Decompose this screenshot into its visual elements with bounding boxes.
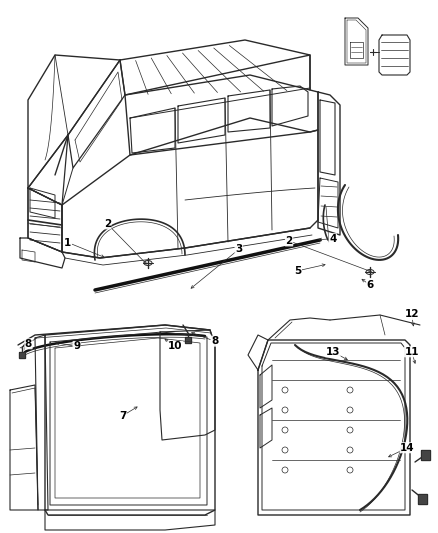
Text: 6: 6 [367,280,374,290]
Text: 13: 13 [325,347,340,357]
Text: 8: 8 [211,336,218,346]
Text: 14: 14 [400,443,415,453]
Polygon shape [19,352,25,358]
Text: 11: 11 [404,347,419,357]
Text: 2: 2 [104,219,111,229]
Text: 8: 8 [25,339,32,349]
Text: 10: 10 [168,342,183,351]
Text: 7: 7 [119,411,126,421]
Text: 5: 5 [294,266,301,276]
Text: 2: 2 [286,236,293,246]
Polygon shape [418,494,427,504]
Text: 3: 3 [235,245,242,254]
Polygon shape [185,337,191,343]
Text: 4: 4 [329,234,336,244]
Polygon shape [421,450,430,460]
Text: 1: 1 [64,238,71,247]
Text: 12: 12 [404,310,419,319]
Text: 9: 9 [73,342,80,351]
